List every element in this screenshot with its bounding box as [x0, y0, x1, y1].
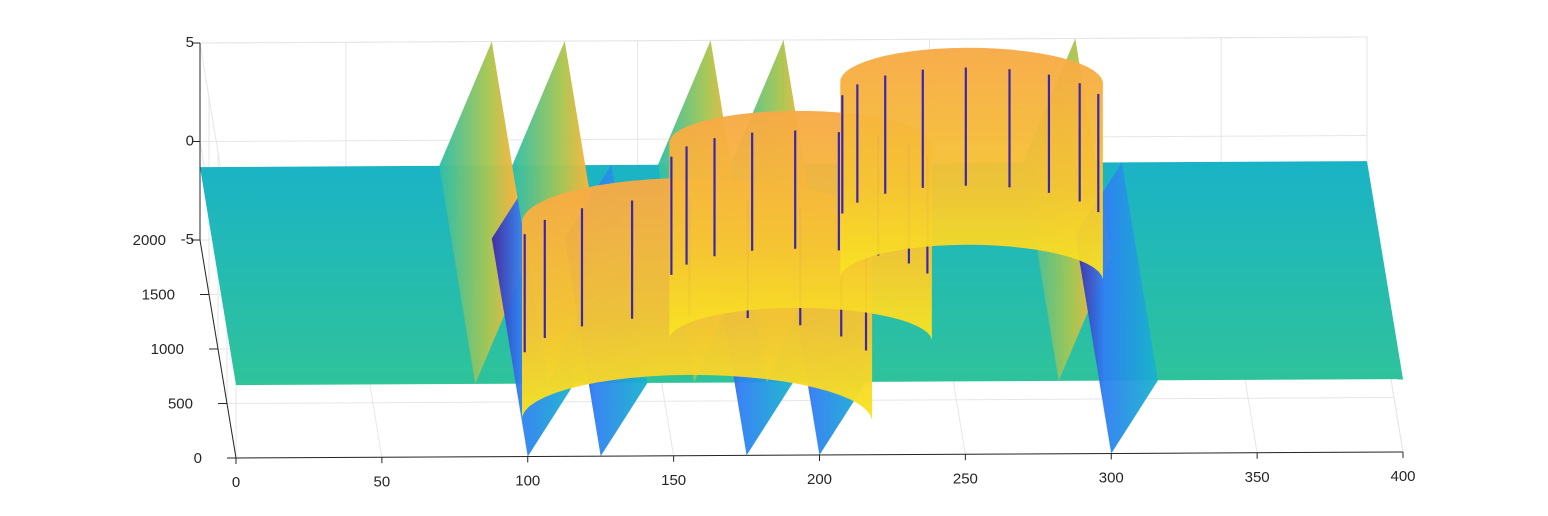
tick-labels: 0 50 100 150 200 250 300 350 4000500100015002000…: [133, 34, 1416, 491]
x-tick-label: 250: [953, 470, 978, 487]
y-tick-label: 0: [194, 450, 202, 467]
z-tick-label: -5: [181, 231, 194, 248]
axes: [191, 42, 1404, 464]
x-tick-label: 300: [1099, 470, 1124, 487]
x-tick-label: 100: [515, 473, 540, 490]
x-tick-label: 0: [232, 474, 240, 491]
x-tick-label: 50: [374, 473, 391, 490]
pole-ring-far: [840, 47, 1103, 281]
z-tick-label: 5: [186, 34, 194, 51]
y-tick-label: 1000: [151, 341, 184, 358]
x-tick-label: 400: [1390, 468, 1415, 485]
z-tick-label: 0: [186, 133, 194, 150]
surface: [200, 38, 1403, 457]
x-tick-label: 350: [1245, 469, 1270, 486]
x-tick-label: 200: [807, 471, 832, 488]
y-tick-label: 1500: [142, 287, 175, 304]
x-tick-label: 150: [661, 472, 686, 489]
y-tick-label: 2000: [133, 232, 166, 249]
y-tick-label: 500: [168, 396, 193, 413]
